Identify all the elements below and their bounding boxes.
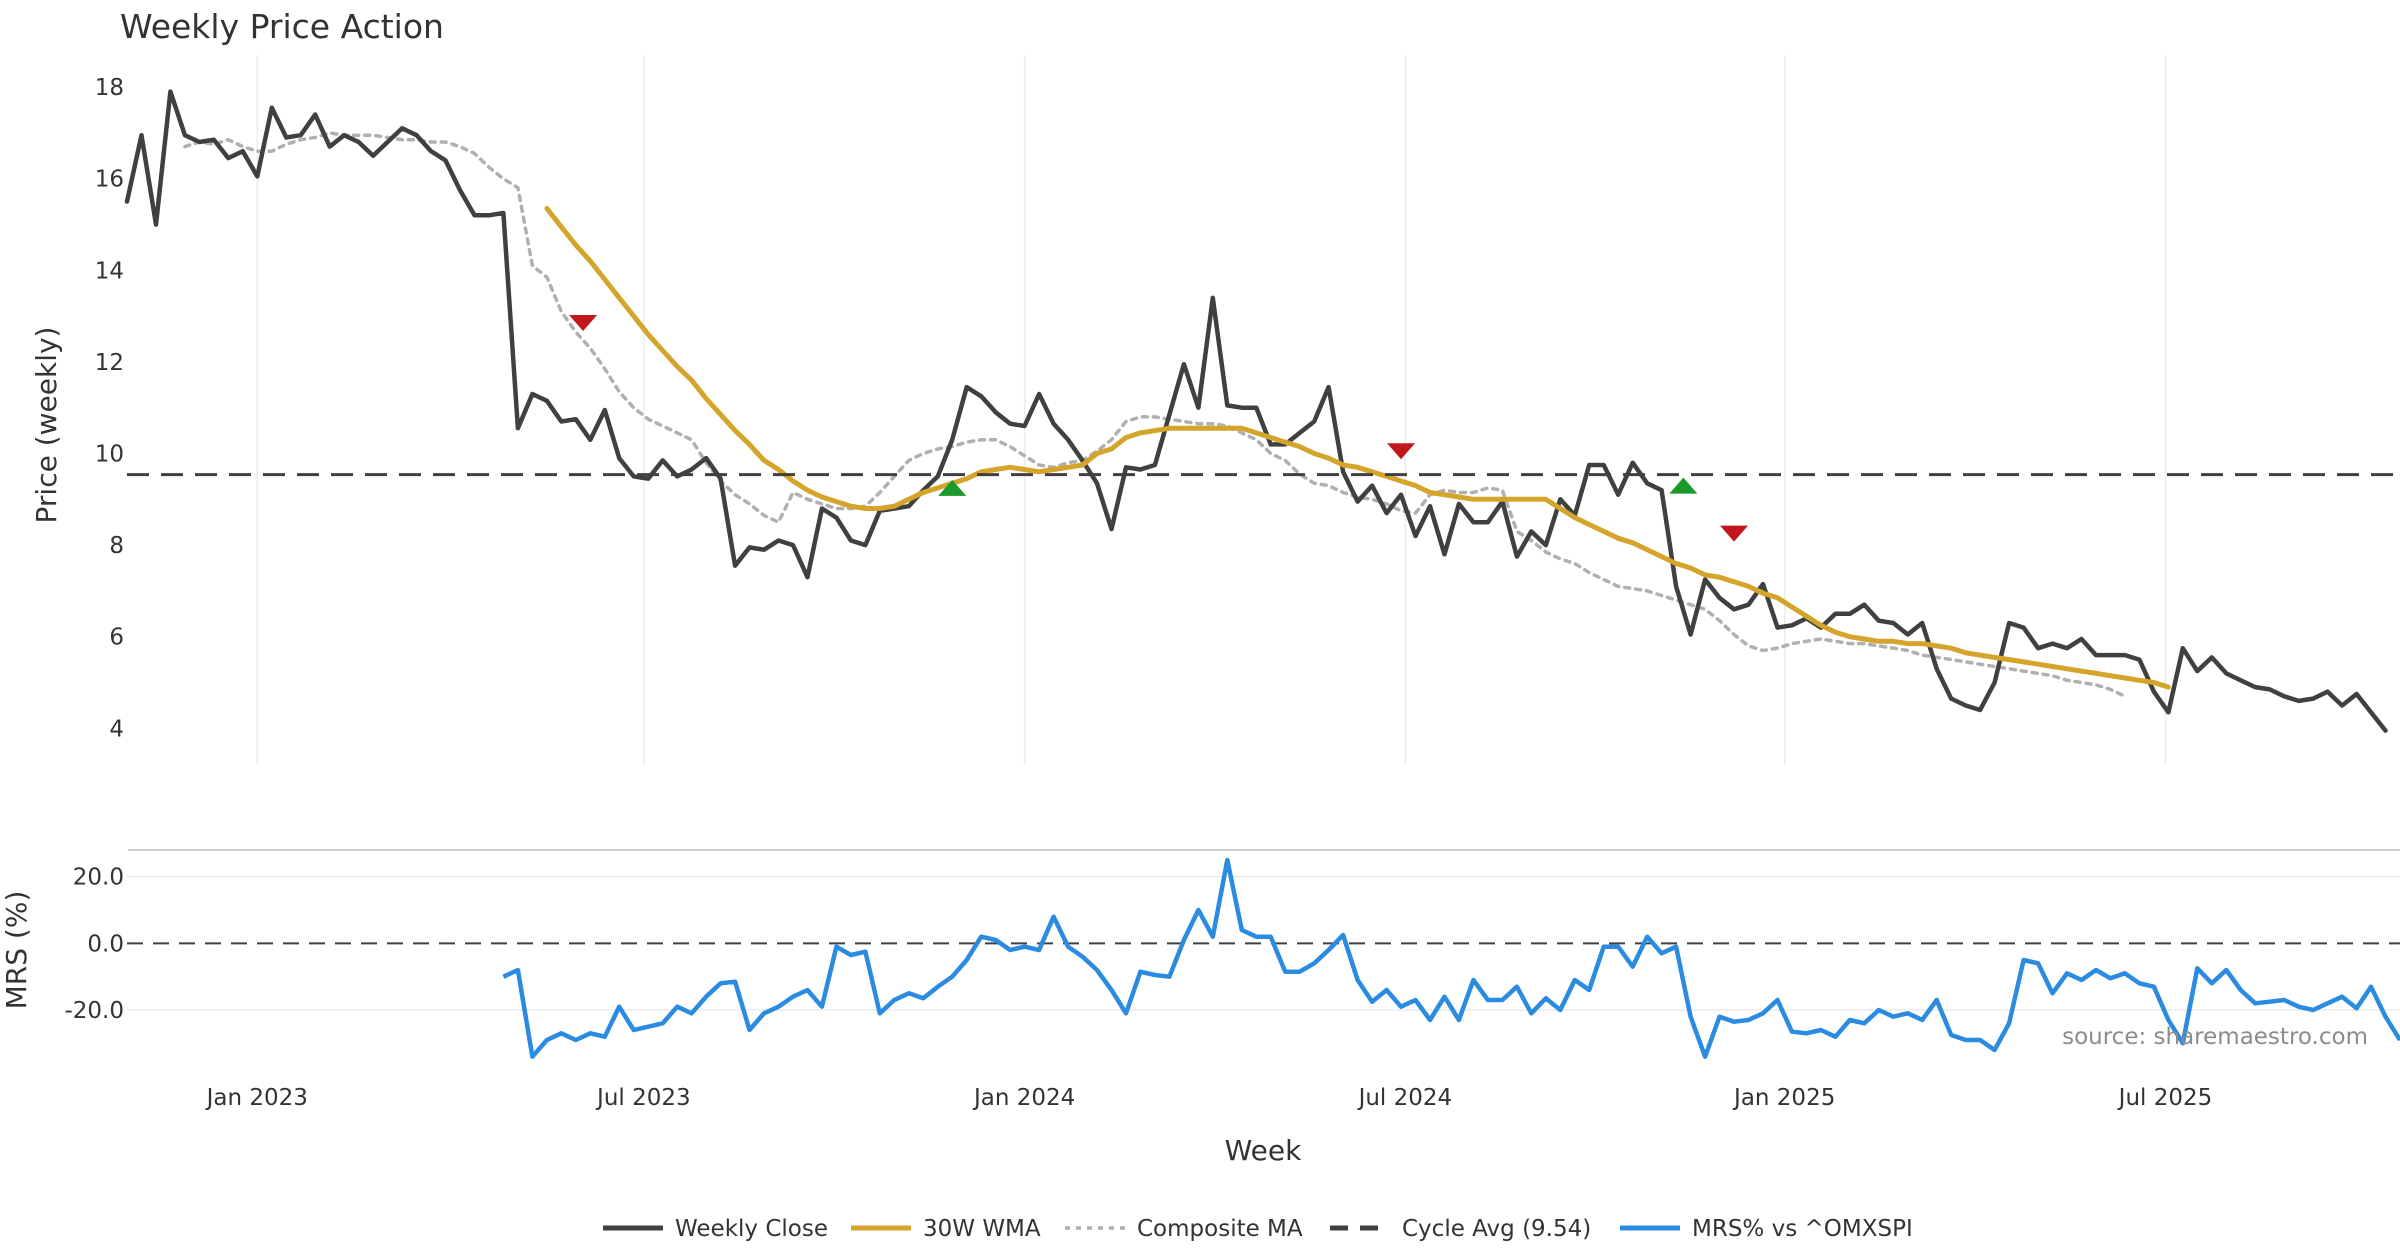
sell-signal-marker <box>1720 525 1749 542</box>
price-y-tick-label: 16 <box>95 167 124 193</box>
x-tick-label: Jul 2024 <box>1357 1085 1453 1111</box>
x-axis-label: Week <box>1225 1134 1302 1167</box>
weekly-close-legend-label: Weekly Close <box>675 1216 828 1242</box>
mrs-y-tick-label: -20.0 <box>64 998 124 1024</box>
mrs-line <box>502 857 2400 1059</box>
buy-signal-marker <box>938 479 967 496</box>
x-ticks: Jan 2023 Jul 2023 Jan 2024 Jul 2024 Jan 2025… <box>205 1085 2213 1111</box>
sell-signal-marker <box>569 314 598 331</box>
price-y-tick-label: 6 <box>109 625 124 651</box>
source-credit: source: sharemaestro.com <box>2062 1024 2368 1050</box>
price-y-tick-label: 14 <box>95 258 124 284</box>
composite-ma-legend-label: Composite MA <box>1137 1216 1303 1242</box>
price-y-ticks: 4 6 8 10 12 14 16 18 <box>95 75 124 742</box>
x-tick-label: Jan 2023 <box>205 1085 308 1111</box>
weekly-close-line <box>124 89 2388 733</box>
mrs-vs-omxspi-legend-label: MRS% vs ^OMXSPI <box>1692 1216 1913 1242</box>
x-tick-label: Jan 2025 <box>1732 1085 1835 1111</box>
buy-signal-marker <box>1669 477 1698 494</box>
legend: Weekly Close 30W WMA Composite MA Cycle Avg… <box>603 1216 1913 1242</box>
30w-wma-line <box>544 206 2171 690</box>
x-tick-label: Jul 2023 <box>595 1085 691 1111</box>
mrs-gridlines <box>127 875 2400 1011</box>
price-y-tick-label: 10 <box>95 442 124 468</box>
cycle-avg-9-54-legend-label: Cycle Avg (9.54) <box>1402 1216 1591 1242</box>
price-y-tick-label: 8 <box>109 533 124 559</box>
sell-signal-marker <box>1387 443 1416 460</box>
x-tick-label: Jul 2025 <box>2117 1085 2213 1111</box>
mrs-y-axis-label: MRS (%) <box>0 891 33 1010</box>
mrs-series <box>502 857 2400 1059</box>
price-y-tick-label: 18 <box>95 75 124 101</box>
30w-wma-legend-label: 30W WMA <box>923 1216 1041 1242</box>
mrs-y-tick-label: 20.0 <box>73 865 124 891</box>
mrs-y-tick-label: 0.0 <box>87 931 124 957</box>
chart-title: Weekly Price Action <box>120 7 444 46</box>
price-y-axis-label: Price (weekly) <box>30 327 63 524</box>
price-gridlines <box>256 55 2167 765</box>
price-series <box>124 89 2400 733</box>
x-tick-label: Jan 2024 <box>972 1085 1075 1111</box>
signal-markers <box>569 314 1749 542</box>
mrs-y-ticks: 20.0 0.0 -20.0 <box>64 865 124 1024</box>
price-y-tick-label: 12 <box>95 350 124 376</box>
price-y-tick-label: 4 <box>109 716 124 742</box>
composite-ma-line <box>183 131 2127 699</box>
